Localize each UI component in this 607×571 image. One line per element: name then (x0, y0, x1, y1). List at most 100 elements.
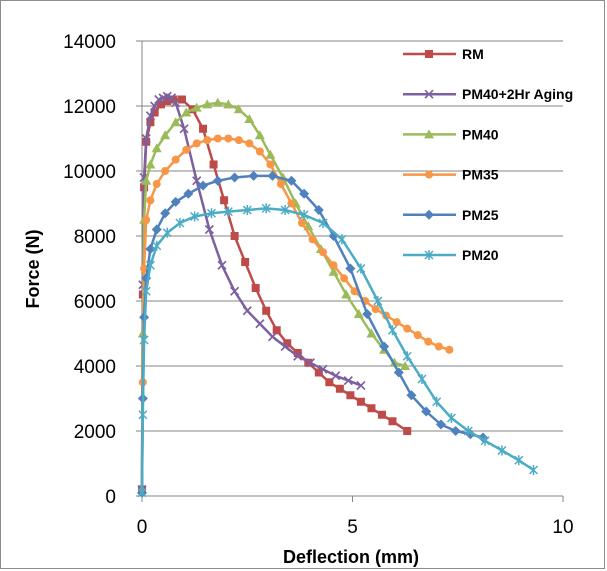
data-point (181, 107, 192, 117)
legend-label: PM40 (462, 126, 499, 142)
data-point (146, 196, 155, 205)
data-point (254, 130, 265, 140)
data-point (280, 341, 290, 352)
data-point (293, 349, 302, 357)
data-point (255, 319, 265, 329)
data-point (170, 196, 181, 207)
y-tick-label: 10000 (63, 162, 116, 183)
data-point (152, 180, 161, 188)
data-point (313, 205, 324, 215)
data-point (171, 155, 180, 164)
data-point (145, 159, 156, 169)
legend-item-pm20: PM20 (403, 247, 499, 263)
x-tick-label: 5 (347, 517, 358, 538)
y-tick-label: 4000 (74, 357, 116, 378)
data-point (266, 160, 275, 169)
x-tick-label: 0 (137, 517, 148, 538)
data-point (142, 215, 151, 224)
data-point (192, 139, 201, 148)
data-point (353, 309, 364, 318)
data-point (343, 376, 353, 386)
data-point (432, 396, 442, 407)
data-point (287, 199, 296, 208)
data-point (402, 351, 412, 362)
data-point (170, 117, 181, 127)
data-point (213, 134, 222, 143)
data-point (280, 205, 290, 215)
data-point (528, 465, 539, 475)
legend-item-pm35: PM35 (403, 167, 499, 183)
legend-marker (424, 89, 434, 99)
data-point (233, 104, 244, 114)
legend-label: PM40+2Hr Aging (462, 86, 573, 102)
data-point (435, 419, 446, 430)
data-point (141, 175, 152, 185)
data-point (265, 149, 276, 159)
legend-item-pm25: PM25 (403, 207, 499, 223)
data-point (141, 286, 151, 297)
data-point (299, 209, 309, 220)
data-point (325, 378, 334, 387)
data-point (446, 413, 456, 423)
data-point (224, 134, 233, 143)
data-point (362, 309, 373, 319)
data-point (160, 130, 171, 140)
data-point (171, 98, 181, 108)
data-point (234, 136, 243, 145)
data-point (356, 263, 366, 274)
data-point (480, 435, 490, 446)
data-point (220, 196, 229, 205)
data-point (162, 227, 172, 238)
data-point (329, 261, 338, 270)
data-point (209, 160, 218, 169)
y-axis-title: Force (N) (23, 229, 43, 308)
data-point (417, 374, 427, 384)
data-point (156, 100, 165, 109)
data-point (245, 139, 254, 148)
data-point (356, 397, 365, 406)
legend-marker (424, 129, 434, 139)
data-point (393, 367, 404, 378)
data-point (179, 124, 189, 134)
data-point (137, 487, 147, 498)
data-point (203, 136, 212, 145)
data-point (175, 218, 185, 228)
data-point (345, 263, 356, 274)
legend-marker (424, 250, 434, 260)
data-point (392, 318, 401, 327)
data-point (413, 331, 422, 340)
data-point (204, 224, 214, 235)
legend-label: PM20 (462, 247, 499, 263)
data-point (248, 170, 259, 181)
data-point (152, 240, 162, 251)
data-point (151, 143, 162, 153)
x-tick-label: 10 (552, 517, 573, 538)
data-point (212, 175, 223, 186)
data-point (217, 260, 227, 270)
data-point (389, 357, 400, 367)
data-point (340, 274, 349, 283)
legend-label: PM25 (462, 207, 499, 223)
data-point (223, 206, 233, 217)
y-tick-label: 8000 (74, 227, 116, 248)
data-point (251, 284, 260, 292)
data-point (183, 188, 194, 199)
legend-item-pm40-2hr-aging: PM40+2Hr Aging (403, 86, 573, 102)
data-point (138, 409, 148, 420)
data-point (318, 218, 328, 228)
data-point (424, 337, 433, 346)
data-point (403, 427, 412, 435)
data-point (434, 342, 443, 351)
data-point (283, 339, 292, 348)
data-point (331, 371, 341, 381)
data-point (192, 176, 202, 186)
data-point (212, 97, 223, 107)
data-point (145, 111, 155, 121)
data-point (139, 335, 149, 345)
legend-marker (425, 50, 433, 58)
data-point (223, 99, 234, 109)
data-point (230, 286, 240, 296)
data-point (262, 306, 271, 315)
legend-marker (424, 209, 434, 220)
data-point (463, 426, 473, 436)
